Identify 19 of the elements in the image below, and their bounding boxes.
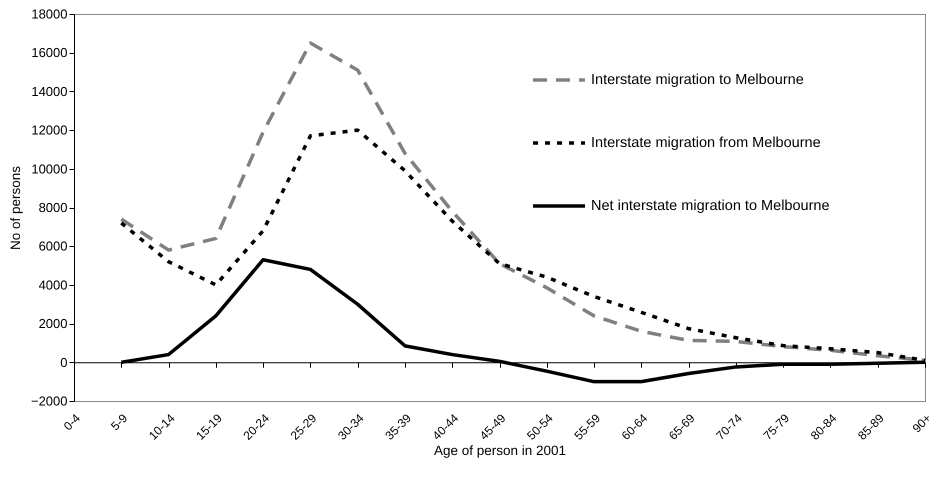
x-tick-label: 5-9	[108, 410, 130, 434]
y-tick-label: 6000	[38, 238, 68, 254]
y-axis-title: No of persons	[8, 166, 23, 250]
y-tick-label: 2000	[38, 316, 68, 332]
y-tick-label: 8000	[38, 200, 68, 215]
y-tick-label: 16000	[31, 45, 68, 60]
x-axis-title: Age of person in 2001	[434, 442, 566, 458]
legend-label: Net interstate migration to Melbourne	[591, 198, 830, 214]
legend-label: Interstate migration from Melbourne	[591, 135, 821, 151]
y-tick-label: 0	[60, 354, 68, 370]
y-tick-label: 10000	[31, 161, 68, 176]
y-tick-label: 14000	[31, 84, 68, 99]
y-tick-label: −2000	[30, 394, 68, 408]
y-tick-label: 4000	[38, 277, 68, 292]
x-tick-label: 0-4	[60, 410, 84, 434]
legend-label: Interstate migration to Melbourne	[591, 72, 804, 88]
x-tick-label: 90+	[910, 411, 934, 436]
y-tick-label: 18000	[31, 6, 68, 22]
y-tick-label: 12000	[31, 122, 68, 138]
